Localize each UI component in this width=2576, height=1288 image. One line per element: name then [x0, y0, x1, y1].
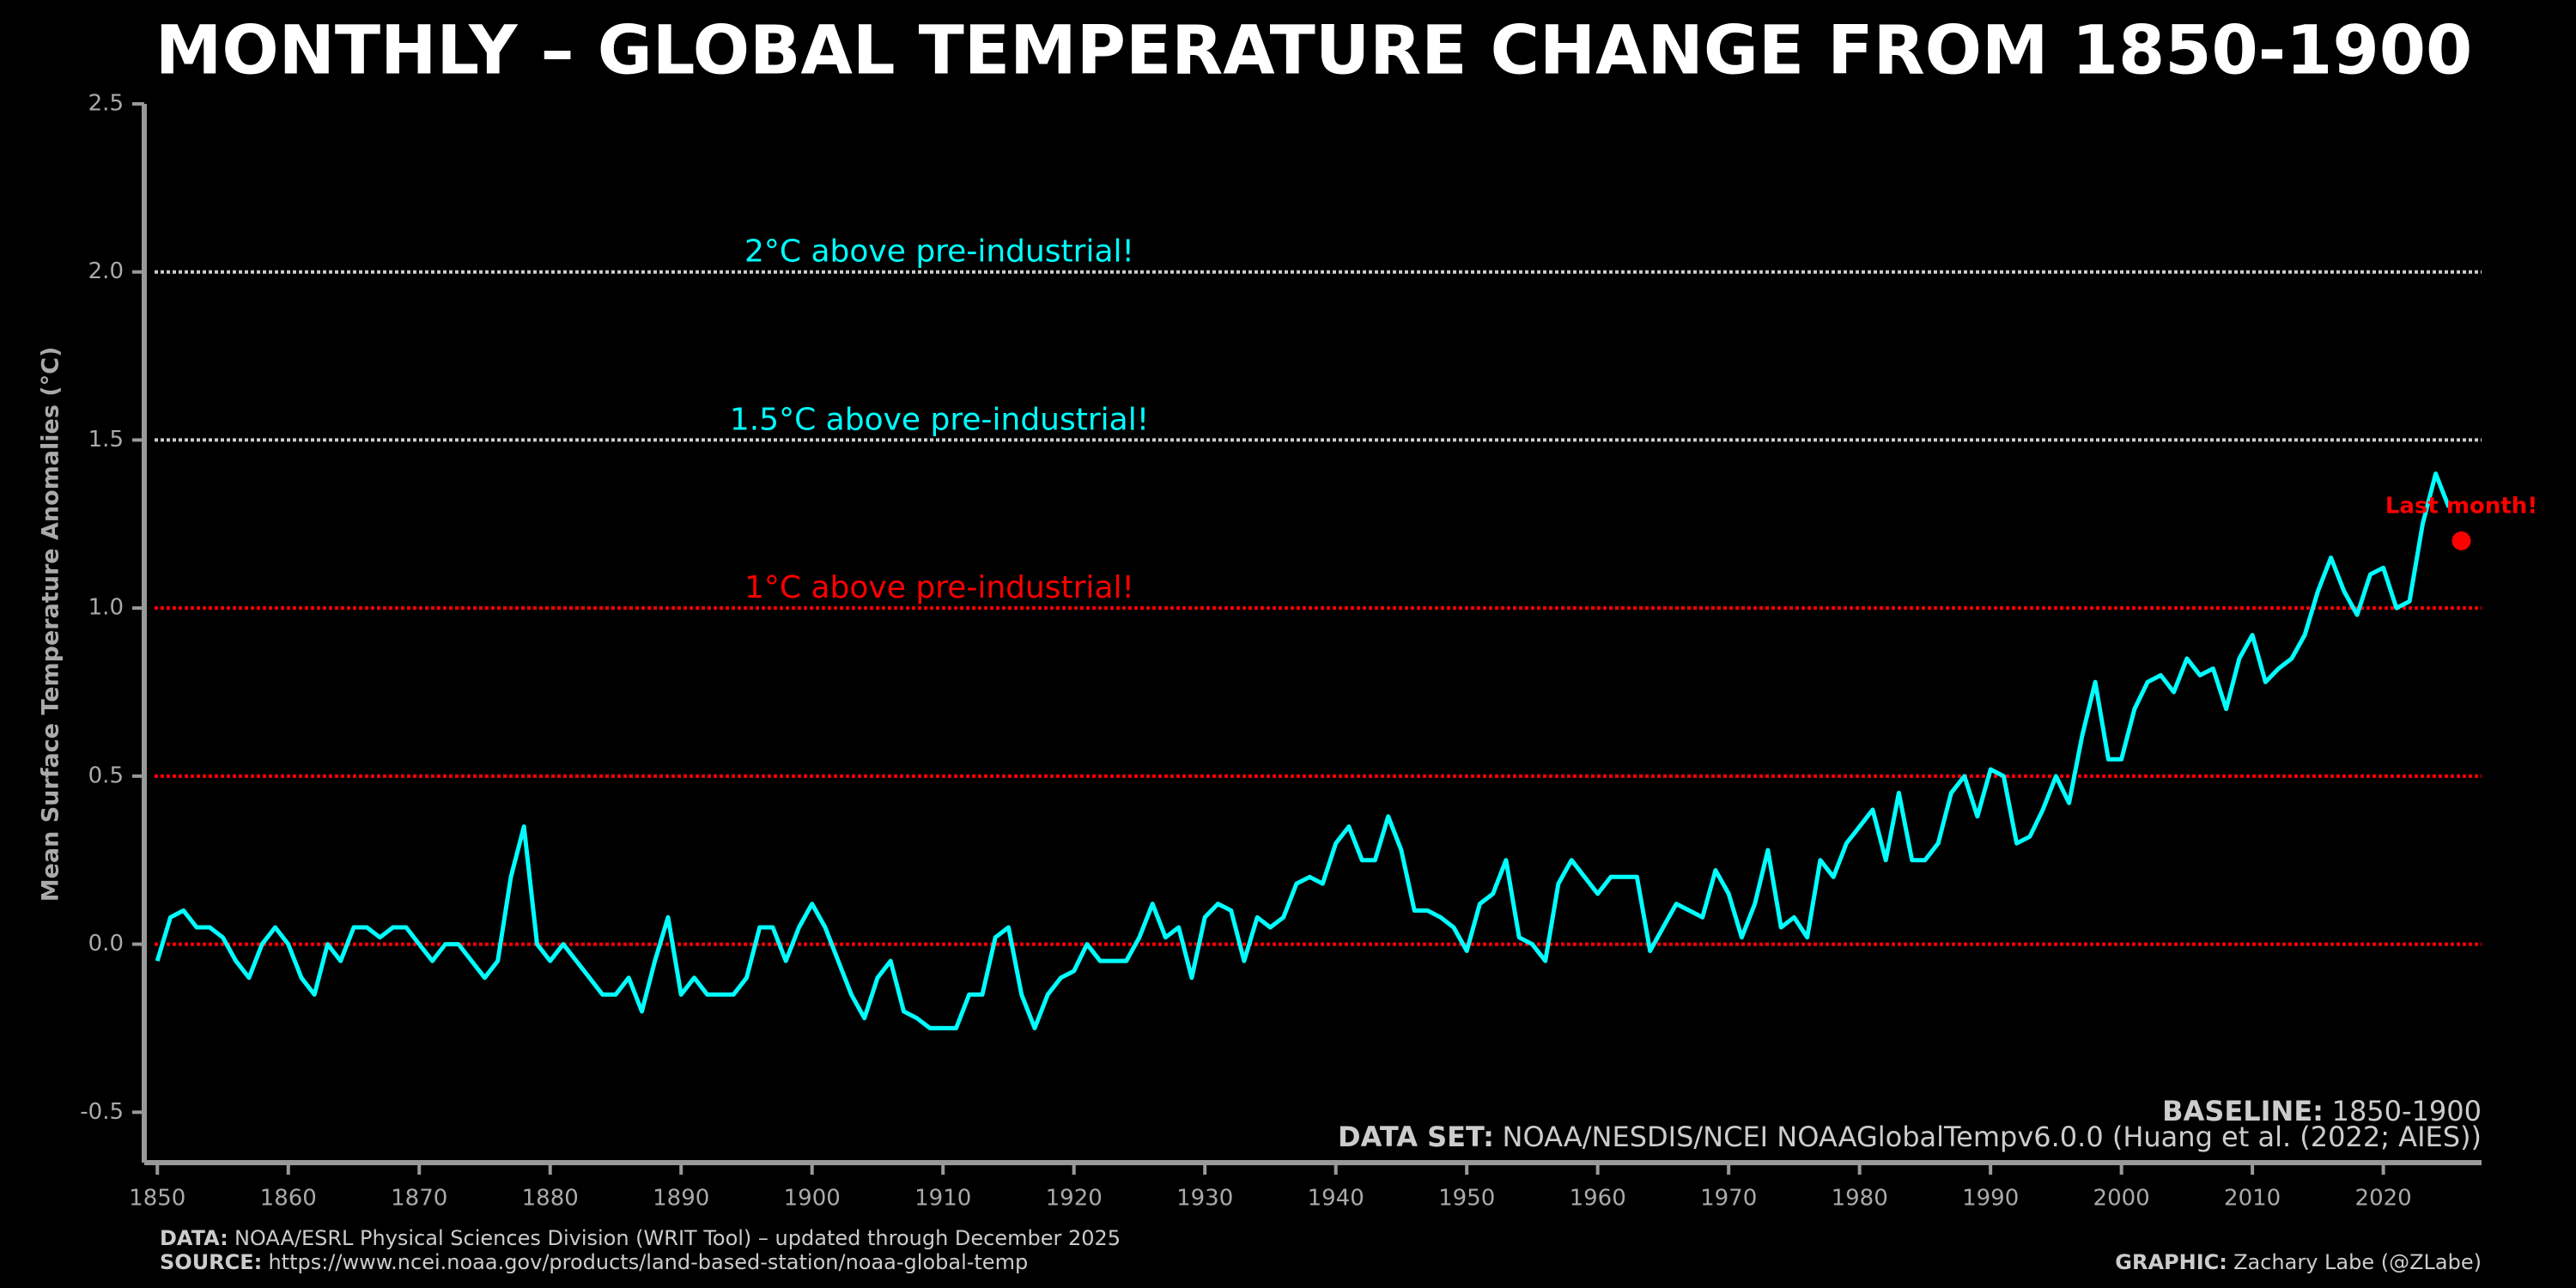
y-tick-label: 2.5: [88, 91, 124, 117]
x-tick-label: 1910: [914, 1186, 971, 1212]
data-note-label: DATA:: [160, 1226, 228, 1250]
reference-label: 2°C above pre-industrial!: [744, 234, 1134, 270]
graphic-credit-text: Zachary Labe (@ZLabe): [2233, 1250, 2482, 1274]
x-tick-label: 1960: [1570, 1186, 1626, 1212]
data-note: DATA: NOAA/ESRL Physical Sciences Divisio…: [160, 1226, 1121, 1250]
dataset-note-label: DATA SET:: [1338, 1121, 1494, 1153]
reference-label: 1.5°C above pre-industrial!: [730, 402, 1149, 437]
x-tick-label: 2020: [2355, 1186, 2412, 1212]
baseline-note-text: 1850-1900: [2332, 1095, 2482, 1127]
graphic-credit-label: GRAPHIC:: [2115, 1250, 2227, 1274]
chart-title: MONTHLY – GLOBAL TEMPERATURE CHANGE FROM…: [155, 12, 2473, 89]
x-tick-label: 1970: [1700, 1186, 1757, 1212]
y-tick-label: -0.5: [80, 1099, 124, 1125]
x-tick-label: 1890: [653, 1186, 709, 1212]
x-tick-label: 1930: [1176, 1186, 1233, 1212]
dataset-note: DATA SET: NOAA/NESDIS/NCEI NOAAGlobalTemp…: [1338, 1121, 2482, 1153]
x-tick-label: 1850: [129, 1186, 185, 1212]
baseline-note-label: BASELINE:: [2162, 1095, 2324, 1127]
x-tick-label: 1990: [1962, 1186, 2019, 1212]
source-note-label: SOURCE:: [160, 1250, 262, 1274]
dataset-note-text: NOAA/NESDIS/NCEI NOAAGlobalTempv6.0.0 (H…: [1503, 1121, 2482, 1153]
x-tick-label: 1920: [1046, 1186, 1103, 1212]
last-month-point: [2451, 531, 2471, 550]
last-month-label: Last month!: [2385, 493, 2537, 519]
x-tick-label: 1940: [1308, 1186, 1364, 1212]
x-tick-label: 1950: [1438, 1186, 1495, 1212]
x-tick-label: 2000: [2093, 1186, 2150, 1212]
x-tick-label: 1870: [391, 1186, 447, 1212]
x-tick-label: 2010: [2224, 1186, 2281, 1212]
source-note-text: https://www.ncei.noaa.gov/products/land-…: [268, 1250, 1028, 1274]
x-tick-label: 1860: [260, 1186, 317, 1212]
y-tick-label: 2.0: [88, 258, 124, 284]
baseline-note: BASELINE: 1850-1900: [2162, 1095, 2482, 1127]
y-tick-label: 0.0: [88, 931, 124, 957]
y-tick-label: 1.5: [88, 427, 124, 453]
x-tick-label: 1900: [784, 1186, 841, 1212]
y-tick-label: 0.5: [88, 762, 124, 788]
y-tick-label: 1.0: [88, 595, 124, 621]
x-tick-label: 1880: [522, 1186, 579, 1212]
data-note-text: NOAA/ESRL Physical Sciences Division (WR…: [234, 1226, 1121, 1250]
data-line: [155, 471, 2451, 1030]
graphic-credit: GRAPHIC: Zachary Labe (@ZLabe): [2115, 1250, 2482, 1274]
reference-label: 1°C above pre-industrial!: [744, 570, 1134, 605]
x-tick-label: 1980: [1832, 1186, 1888, 1212]
y-axis-label: Mean Surface Temperature Anomalies (°C): [38, 347, 64, 902]
source-note: SOURCE: https://www.ncei.noaa.gov/product…: [160, 1250, 1028, 1274]
